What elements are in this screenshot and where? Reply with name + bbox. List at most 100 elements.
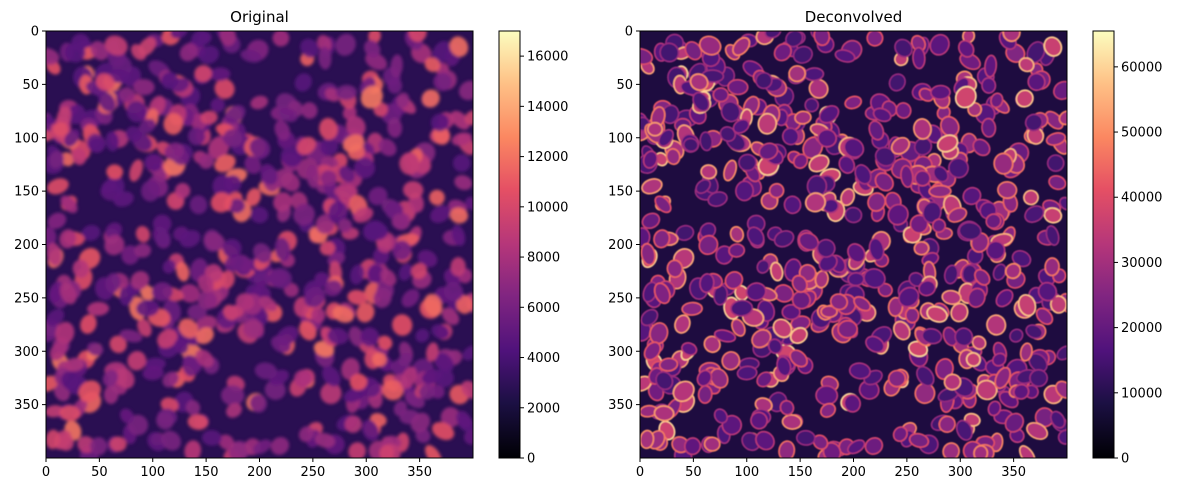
cell-nucleus	[943, 264, 959, 285]
cell-nucleus	[301, 102, 318, 119]
cell-nucleus	[78, 380, 101, 403]
cell-nucleus	[948, 157, 970, 179]
cell-nucleus	[160, 397, 179, 413]
cell-nucleus	[943, 373, 962, 391]
cell-nucleus	[986, 314, 1007, 336]
cell-nucleus	[804, 192, 826, 213]
cell-nucleus	[104, 234, 125, 256]
cell-nucleus	[387, 117, 403, 138]
cell-nucleus	[151, 282, 173, 302]
cell-nucleus	[994, 366, 1012, 390]
cell-nucleus	[64, 128, 80, 147]
cell-nucleus	[874, 172, 894, 192]
cell-nucleus	[720, 100, 741, 123]
cell-nucleus	[755, 71, 773, 90]
cell-nucleus	[986, 240, 1006, 261]
cell-nucleus	[320, 137, 339, 156]
cell-nucleus	[127, 350, 147, 371]
cell-nucleus	[415, 328, 430, 343]
cell-nucleus	[653, 405, 675, 422]
cell-nucleus	[226, 305, 244, 318]
cell-nucleus	[640, 47, 654, 66]
x-tick-label: 200	[841, 465, 866, 480]
colorbar-tick-label: 50000	[1121, 126, 1162, 141]
cell-nucleus	[249, 394, 267, 413]
cell-nucleus	[90, 437, 108, 456]
cell-nucleus	[808, 78, 829, 99]
cell-nucleus	[972, 138, 991, 157]
cell-nucleus	[803, 67, 825, 82]
cell-nucleus	[698, 234, 719, 256]
cell-nucleus	[46, 227, 57, 248]
cell-nucleus	[393, 400, 408, 417]
cell-nucleus	[87, 301, 110, 316]
cell-nucleus	[769, 261, 784, 282]
cell-nucleus	[53, 122, 69, 137]
cell-nucleus	[642, 150, 658, 169]
cell-nucleus	[95, 73, 115, 91]
cell-nucleus	[195, 349, 214, 368]
cell-nucleus	[144, 153, 163, 172]
cell-nucleus	[119, 284, 134, 306]
colorbar-tick-label: 8000	[527, 251, 560, 266]
cell-nucleus	[732, 118, 750, 134]
cell-nucleus	[179, 230, 201, 248]
cell-nucleus	[918, 87, 935, 102]
cell-nucleus	[349, 373, 368, 391]
x-tick-label: 150	[194, 465, 219, 480]
cell-nucleus	[240, 49, 262, 63]
cell-nucleus	[456, 295, 473, 314]
cell-nucleus	[372, 352, 387, 367]
cell-nucleus	[1050, 295, 1067, 314]
cell-nucleus	[64, 357, 85, 372]
y-tick-label: 250	[608, 291, 633, 306]
cell-nucleus	[338, 165, 355, 183]
cell-nucleus	[118, 87, 135, 103]
x-axis: 0 50 100 150 200 250 300 350	[636, 458, 1026, 480]
cell-nucleus	[419, 383, 436, 400]
cell-nucleus	[768, 182, 785, 199]
y-tick-label: 200	[14, 238, 39, 253]
colorbar-tick-label: 10000	[1121, 386, 1162, 401]
cell-nucleus	[1024, 205, 1045, 224]
cell-nucleus	[353, 157, 376, 179]
cell-nucleus	[317, 35, 332, 52]
cell-nucleus	[65, 42, 86, 63]
cell-nucleus	[293, 369, 313, 388]
cell-nucleus	[1026, 421, 1049, 441]
cell-nucleus	[382, 379, 404, 401]
cell-nucleus	[779, 399, 795, 416]
cell-nucleus	[432, 126, 451, 145]
cell-nucleus	[1043, 36, 1063, 57]
cell-nucleus	[364, 221, 388, 241]
cell-nucleus	[1029, 368, 1049, 388]
colorbar-tick-label: 4000	[527, 351, 560, 366]
cell-nucleus	[342, 134, 365, 153]
cell-nucleus	[987, 400, 1002, 417]
cell-nucleus	[1002, 31, 1021, 42]
cell-nucleus	[908, 432, 930, 449]
cell-nucleus	[72, 259, 89, 278]
cell-nucleus	[723, 159, 738, 182]
cell-nucleus	[197, 274, 214, 293]
colorbar-tick-label: 10000	[527, 200, 568, 215]
y-tick-label: 350	[608, 398, 633, 413]
cell-nucleus	[274, 237, 291, 262]
cell-nucleus	[176, 261, 190, 282]
y-tick-label: 350	[14, 398, 39, 413]
cell-nucleus	[214, 154, 236, 173]
cell-nucleus	[185, 400, 201, 416]
cell-nucleus	[658, 357, 679, 372]
cell-nucleus	[696, 369, 713, 387]
cell-nucleus	[640, 242, 656, 266]
cell-nucleus	[791, 290, 811, 310]
cell-nucleus	[674, 314, 691, 334]
cell-nucleus	[867, 192, 887, 212]
cell-nucleus	[399, 152, 420, 175]
cell-nucleus	[367, 264, 384, 284]
cell-nucleus	[452, 154, 471, 172]
x-tick-label: 300	[948, 465, 973, 480]
cell-nucleus	[250, 95, 269, 110]
cell-nucleus	[109, 436, 127, 452]
cell-nucleus	[792, 45, 814, 64]
